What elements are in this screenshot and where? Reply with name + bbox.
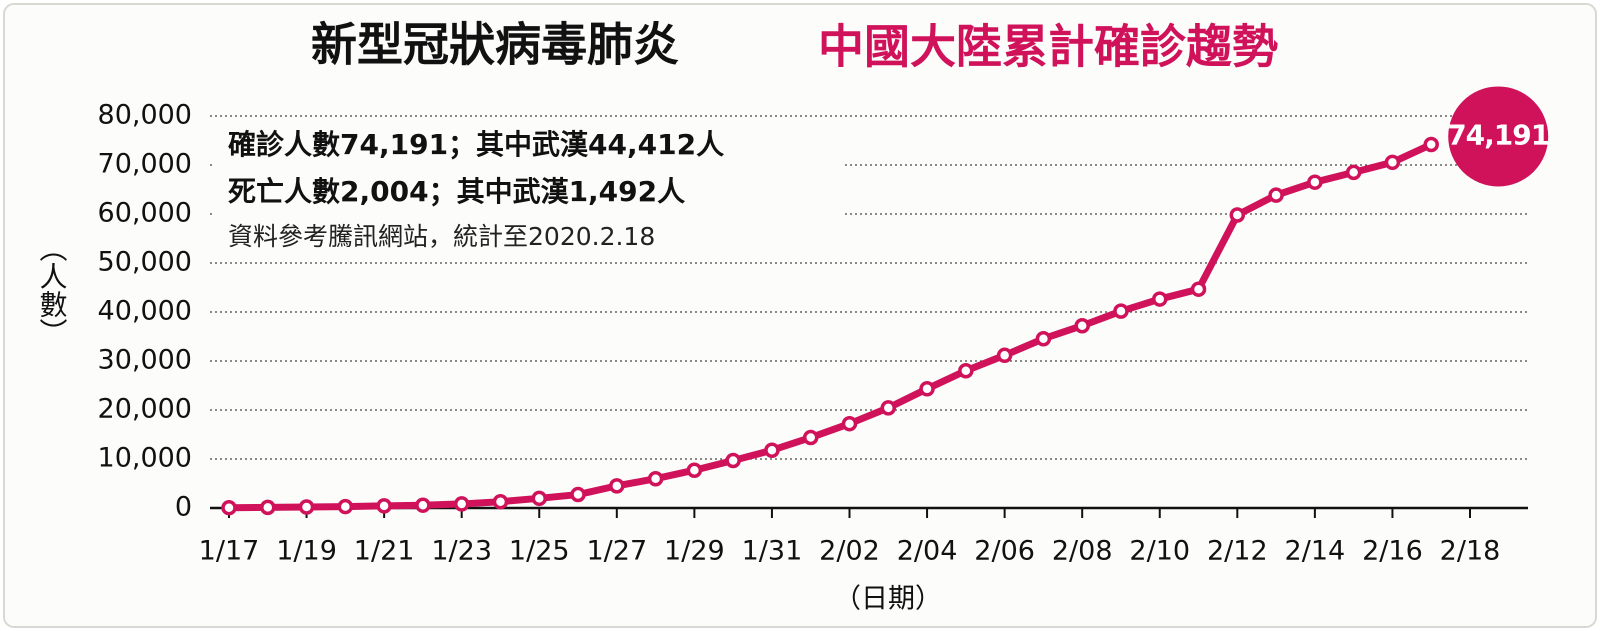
point xyxy=(260,499,276,516)
y-tick-label: 80,000 xyxy=(98,100,192,131)
point xyxy=(725,452,741,469)
point xyxy=(1035,330,1052,347)
point xyxy=(1307,174,1323,190)
point xyxy=(415,497,431,513)
annotation: 死亡人數2,004；其中武漢1,492人 xyxy=(228,175,685,208)
annotation: 資料參考騰訊網站，統計至2020.2.18 xyxy=(228,222,655,251)
x-tick-label: 2/16 xyxy=(1362,536,1423,567)
point xyxy=(1229,207,1246,223)
point xyxy=(453,496,470,512)
point xyxy=(376,498,392,514)
y-tick-label: 70,000 xyxy=(98,149,192,180)
point xyxy=(298,499,315,515)
x-tick-label: 2/14 xyxy=(1285,536,1346,567)
point xyxy=(996,347,1013,364)
y-tick-label: 30,000 xyxy=(98,345,192,376)
y-axis-label: （人數） xyxy=(36,234,69,346)
point xyxy=(1384,154,1401,171)
point xyxy=(492,493,509,510)
x-tick-label: 1/29 xyxy=(664,536,725,567)
point xyxy=(764,442,780,458)
point xyxy=(958,362,974,379)
point xyxy=(1423,136,1439,153)
point xyxy=(841,415,858,432)
point xyxy=(1190,281,1207,297)
annotation: 確診人數74,191；其中武漢44,412人 xyxy=(228,128,724,161)
y-tick-label: 10,000 xyxy=(98,443,192,474)
x-tick-label: 2/06 xyxy=(974,536,1035,567)
x-tick-label: 1/21 xyxy=(354,536,415,567)
point xyxy=(609,478,625,494)
y-tick-label: 20,000 xyxy=(98,394,192,425)
y-tick-label: 0 xyxy=(175,492,192,523)
annotation-background xyxy=(215,120,845,260)
x-tick-label: 1/19 xyxy=(276,536,337,567)
y-tick-label: 40,000 xyxy=(98,296,192,327)
x-tick-label: 1/27 xyxy=(586,536,647,567)
point xyxy=(647,470,664,487)
x-tick-label: 1/25 xyxy=(509,536,570,567)
point xyxy=(1113,303,1129,319)
label-badge xyxy=(1448,86,1549,187)
chart-subtitle: 中國大陸累計確診趨勢 xyxy=(818,20,1278,74)
point xyxy=(919,381,935,397)
chart-title: 新型冠狀病毒肺炎 xyxy=(311,20,679,71)
x-tick-label: 2/04 xyxy=(897,536,958,567)
point xyxy=(802,429,819,446)
point xyxy=(1268,187,1284,203)
point xyxy=(1074,317,1090,334)
point xyxy=(1152,291,1168,307)
y-tick-label: 60,000 xyxy=(98,198,192,229)
point xyxy=(531,490,547,507)
x-tick-label: 2/12 xyxy=(1207,536,1268,567)
x-tick-label: 1/17 xyxy=(199,536,260,567)
point xyxy=(1345,164,1362,181)
y-tick-label: 50,000 xyxy=(98,247,192,278)
point xyxy=(686,462,703,478)
point xyxy=(880,400,897,416)
x-tick-label: 2/02 xyxy=(819,536,880,567)
x-axis-label: （日期） xyxy=(834,584,942,615)
background xyxy=(3,3,1597,628)
x-tick-label: 1/31 xyxy=(742,536,803,567)
x-tick-label: 2/10 xyxy=(1129,536,1190,567)
x-tick-label: 1/23 xyxy=(431,536,492,567)
x-tick-label: 2/18 xyxy=(1440,536,1501,567)
point xyxy=(221,499,237,516)
point xyxy=(570,486,586,503)
data-label: 74,191 xyxy=(1447,118,1549,151)
point xyxy=(337,498,354,515)
x-tick-label: 2/08 xyxy=(1052,536,1113,567)
